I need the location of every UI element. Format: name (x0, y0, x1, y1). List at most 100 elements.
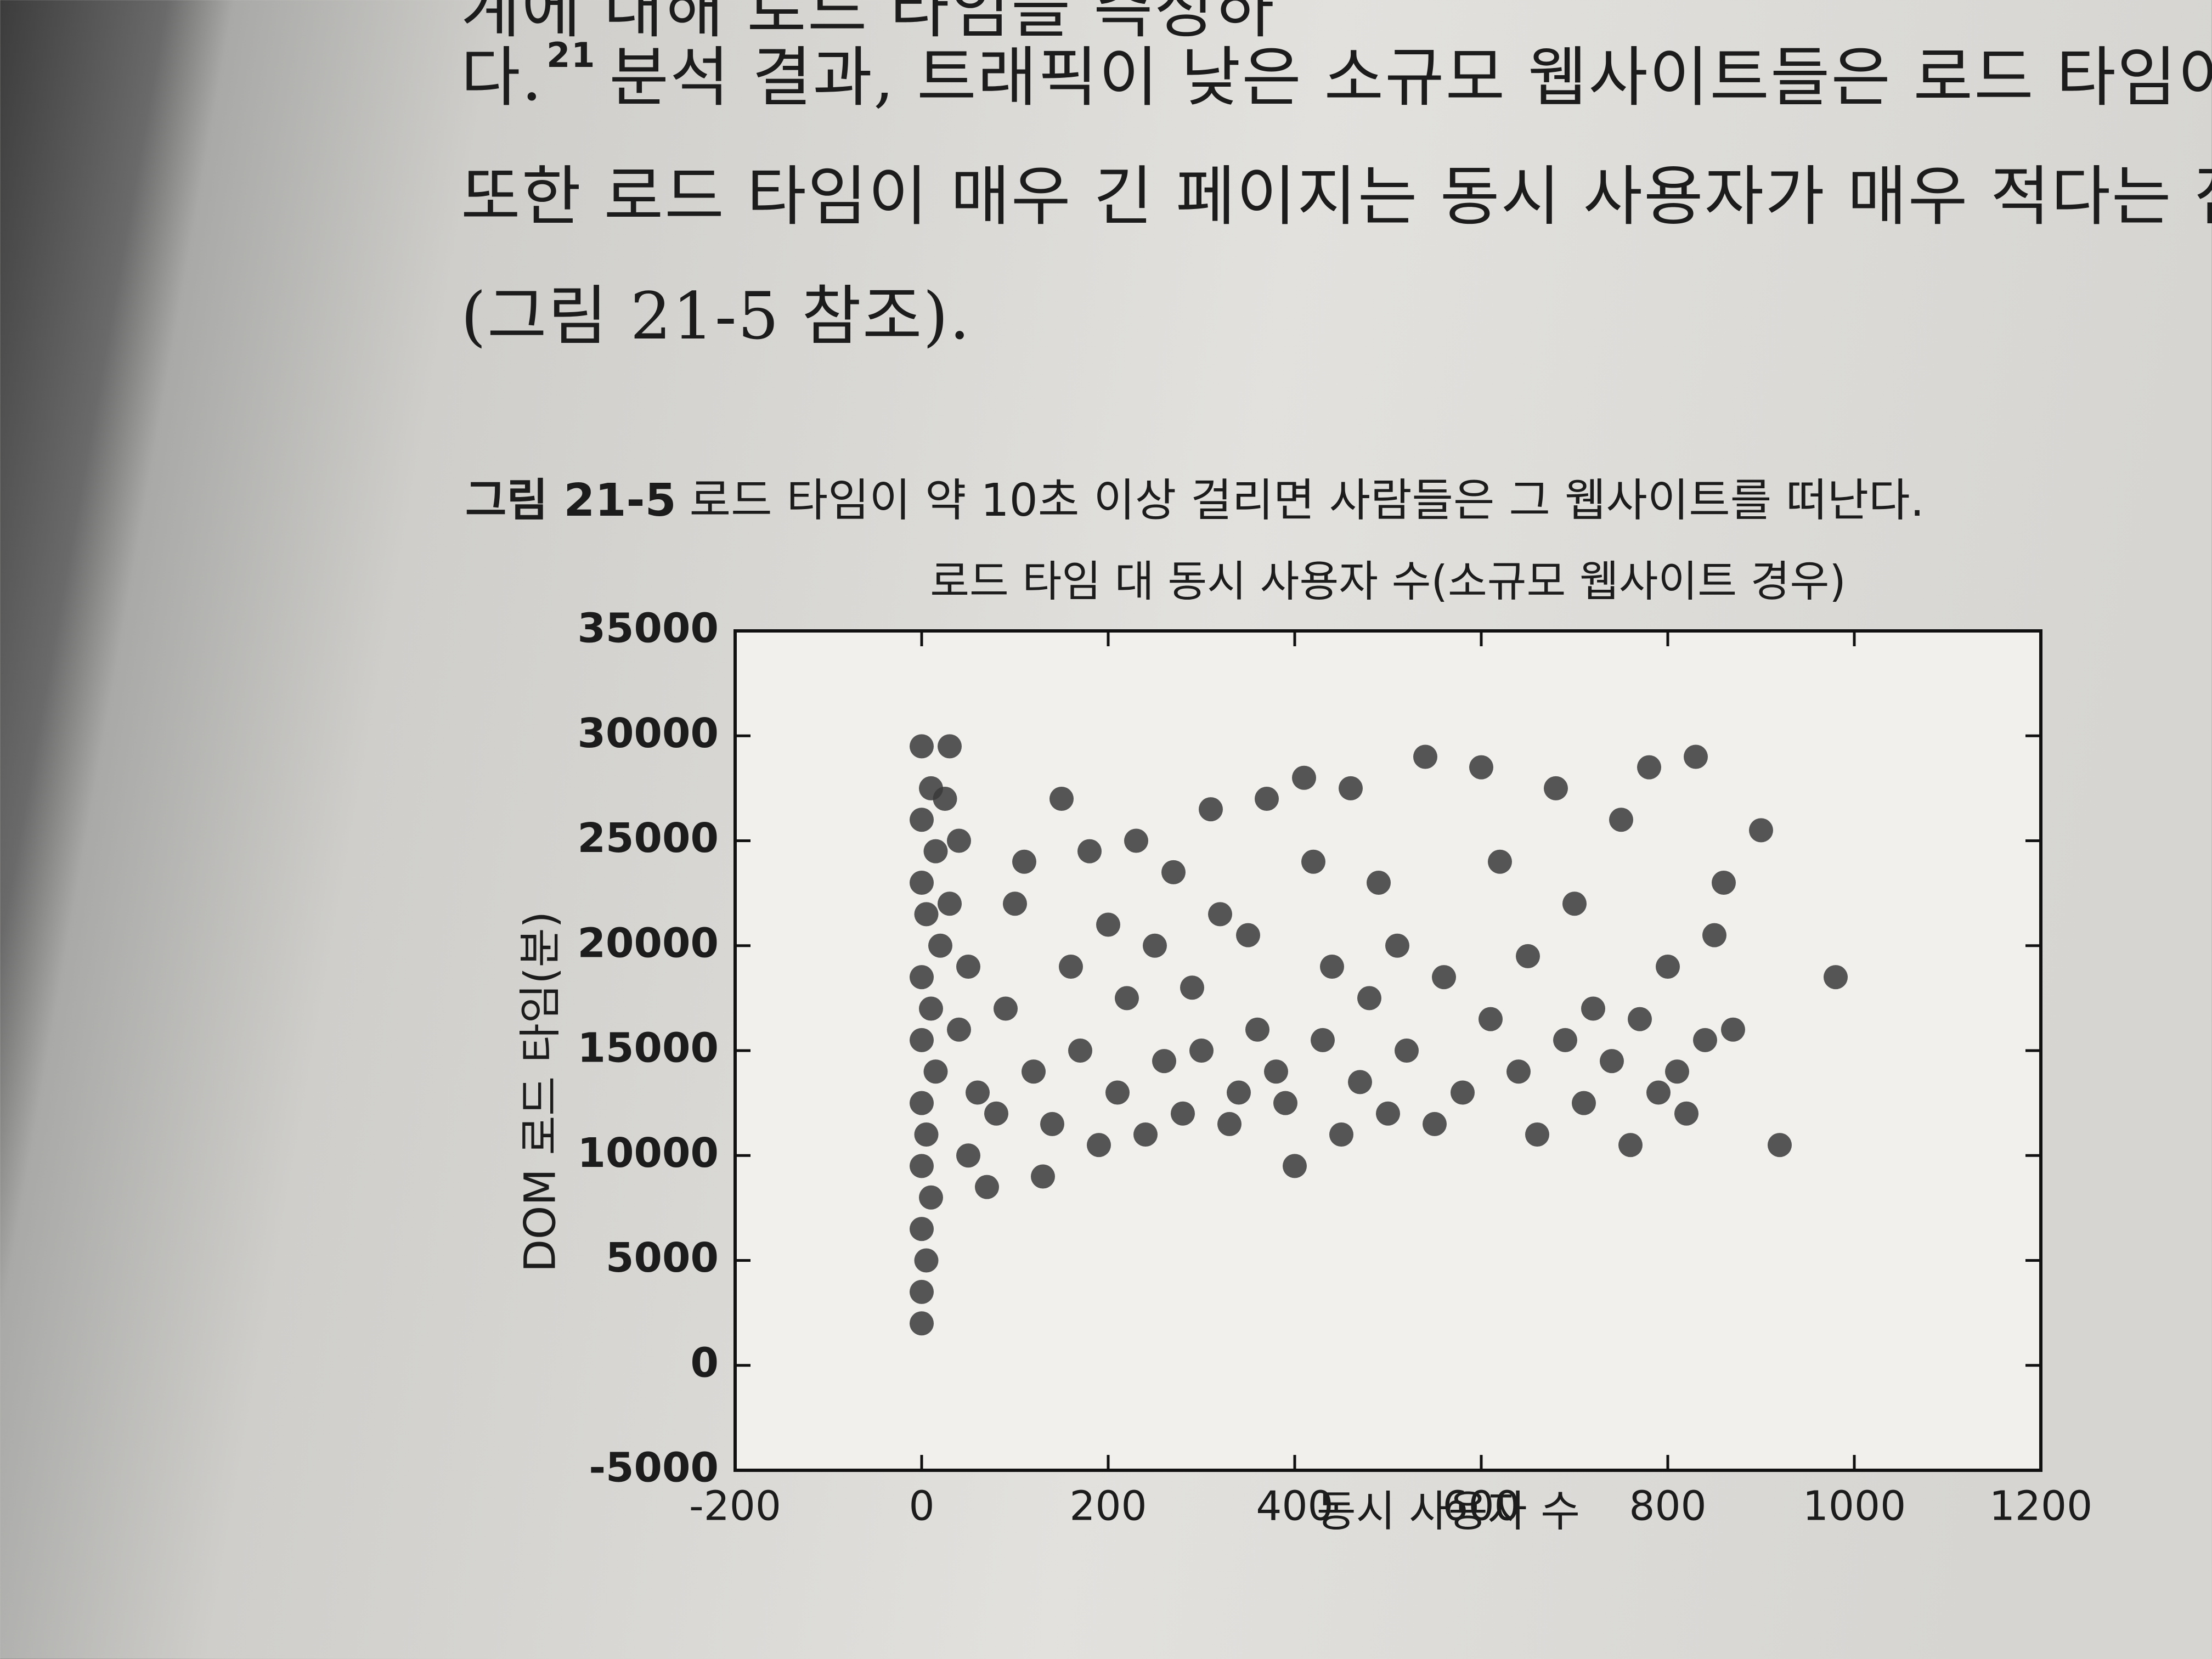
scatter-point (1255, 787, 1279, 811)
scatter-point (1273, 1091, 1297, 1115)
scatter-point (1152, 1049, 1176, 1074)
scatter-point (1376, 1101, 1400, 1126)
figure-caption: 그림 21-5 로드 타임이 약 10초 이상 걸리면 사람들은 그 웹사이트를 … (465, 464, 1925, 529)
scatter-point (914, 902, 939, 927)
scatter-point (1329, 1122, 1353, 1147)
y-tick-label: 10000 (578, 1130, 719, 1177)
scatter-point (1264, 1059, 1288, 1084)
scatter-point (1199, 797, 1223, 822)
x-tick-label: 400 (1256, 1483, 1333, 1530)
scatter-point (1357, 986, 1381, 1011)
scatter-point (1171, 1101, 1195, 1126)
scatter-point (910, 808, 934, 832)
scatter-point (984, 1101, 1008, 1126)
body-text: 계에 대해 로드 타임을 측정하 (461, 0, 1276, 47)
scatter-point (1423, 1111, 1447, 1136)
scatter-point (1003, 891, 1027, 916)
scatter-point (1320, 955, 1344, 979)
scatter-point (1646, 1080, 1671, 1105)
scatter-point (956, 955, 980, 979)
scatter-point (1479, 1007, 1503, 1031)
scatter-point (1283, 1154, 1307, 1178)
scatter-point (975, 1175, 999, 1199)
scatter-point (1012, 849, 1036, 874)
scatter-point (1674, 1101, 1699, 1126)
scatter-point (1348, 1070, 1372, 1094)
scatter-point (923, 839, 948, 864)
scatter-point (947, 828, 971, 853)
scatter-point (938, 891, 962, 916)
scatter-point (910, 1217, 934, 1242)
scatter-point (1721, 1017, 1745, 1042)
scatter-point (1581, 996, 1605, 1021)
scatter-point (1022, 1059, 1046, 1084)
y-tick-label: 35000 (578, 605, 719, 652)
scatter-point (1068, 1039, 1092, 1063)
scatter-point (994, 996, 1018, 1021)
scatter-point (914, 1248, 939, 1273)
scatter-point (1432, 965, 1456, 990)
scatter-point (923, 1059, 948, 1084)
scatter-point (966, 1080, 990, 1105)
scatter-point (1087, 1133, 1111, 1158)
scatter-point (910, 1091, 934, 1115)
body-text: (그림 21-5 참조). (461, 278, 971, 354)
scatter-point (1049, 787, 1074, 811)
scatter-point (1665, 1059, 1689, 1084)
scatter-point (1031, 1164, 1055, 1189)
scatter-point (1749, 818, 1773, 843)
scatter-point (956, 1143, 980, 1168)
scatter-point (1637, 755, 1661, 780)
scatter-point (1115, 986, 1139, 1011)
scatter-point (1684, 744, 1708, 769)
body-text: 다.21 분석 결과, 트래픽이 낮은 소규모 웹사이트들은 로드 타임이 7~1… (461, 25, 2212, 119)
scatter-point (1768, 1133, 1792, 1158)
scatter-point (910, 734, 934, 759)
scatter-point (1161, 860, 1186, 884)
scatter-point (1572, 1091, 1596, 1115)
scatter-point (947, 1017, 971, 1042)
scatter-point (1245, 1017, 1269, 1042)
scatter-point (910, 1154, 934, 1178)
scatter-point (1040, 1111, 1064, 1136)
x-tick-label: -200 (689, 1483, 781, 1530)
scatter-point (1609, 808, 1633, 832)
scatter-point (1525, 1122, 1549, 1147)
scatter-point (1096, 912, 1120, 937)
scatter-point (1208, 902, 1232, 927)
scatter-point (910, 1028, 934, 1052)
scatter-point (1311, 1028, 1335, 1052)
scatter-point (1413, 744, 1437, 769)
scatter-point (919, 1185, 943, 1210)
y-axis-label: DOM 로드 타임(분) (516, 911, 565, 1272)
scatter-point (933, 787, 957, 811)
scatter-point (914, 1122, 939, 1147)
caption-text: 로드 타임이 약 10초 이상 걸리면 사람들은 그 웹사이트를 떠난다. (689, 475, 1925, 527)
scatter-point (1189, 1039, 1214, 1063)
y-tick-label: 0 (691, 1339, 719, 1386)
plot-frame (733, 629, 2042, 1472)
scatter-point (1656, 955, 1680, 979)
scatter-point (910, 871, 934, 895)
chart-title: 로드 타임 대 동시 사용자 수(소규모 웹사이트 경우) (930, 557, 1846, 606)
scatter-point (1059, 955, 1083, 979)
x-tick-label: 800 (1629, 1483, 1706, 1530)
scatter-point (1292, 765, 1316, 790)
scatter-point (1143, 933, 1167, 958)
scatter-point (1367, 871, 1391, 895)
scatter-point (1236, 923, 1260, 947)
scatter-point (1702, 923, 1726, 947)
scatter-point (919, 996, 943, 1021)
scatter-point (910, 1311, 934, 1336)
body-text: 또한 로드 타임이 매우 긴 페이지는 동시 사용자가 매우 적다는 점도 발견 (461, 159, 2212, 234)
x-tick-label: 200 (1069, 1483, 1147, 1530)
caption-label: 그림 21-5 (465, 475, 676, 527)
scatter-point (1180, 975, 1204, 1000)
x-tick-label: 1000 (1803, 1483, 1906, 1530)
scatter-point (1339, 776, 1363, 800)
scatter-point (1105, 1080, 1130, 1105)
scatter-point (1544, 776, 1568, 800)
scatter-point (1506, 1059, 1531, 1084)
body-text: 분석 결과, 트래픽이 낮은 소규모 웹사이트들은 로드 타임이 7~12초 (609, 40, 2212, 115)
